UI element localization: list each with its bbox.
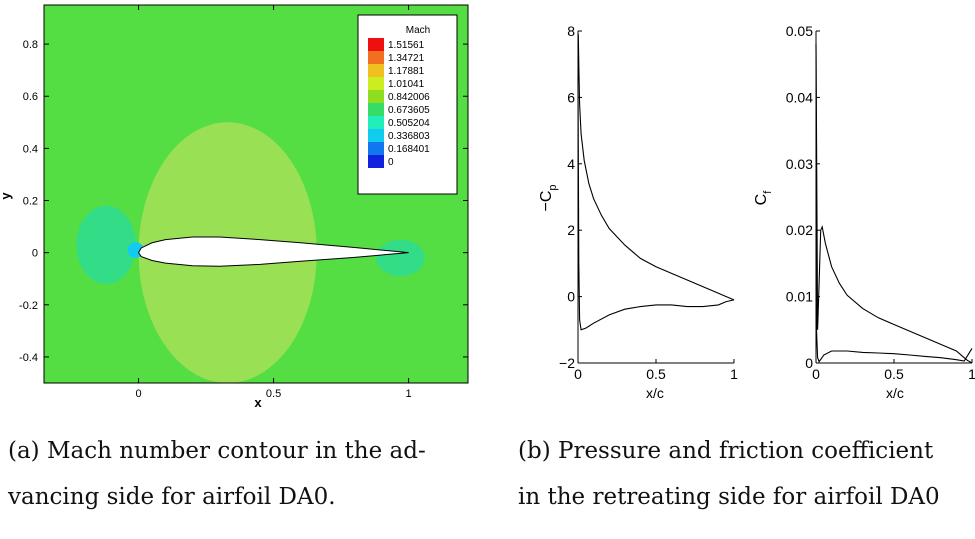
- legend-label: 1.34721: [388, 53, 425, 64]
- cf-y-tick-label: 0.03: [786, 156, 813, 172]
- legend-label: 0: [388, 157, 394, 168]
- mach-y-tick-label: -0.4: [19, 352, 38, 364]
- cp-y-tick-label: 6: [567, 89, 575, 105]
- legend-label: 0.673605: [388, 105, 430, 116]
- legend-swatch: [368, 90, 384, 103]
- mach-plot-frame: [43, 4, 469, 384]
- cf-y-tick-label: 0: [805, 355, 813, 371]
- cf-x-tick-label: 0.5: [884, 366, 904, 382]
- cp-x-tick-label: 0.5: [646, 366, 666, 382]
- legend-swatch: [368, 129, 384, 142]
- mach-y-tick-label: 0: [32, 248, 38, 260]
- cp-y-tick-label: −2: [559, 355, 575, 371]
- legend-swatch: [368, 142, 384, 155]
- mach-y-tick-label: 0.8: [23, 39, 38, 51]
- legend-swatch: [368, 116, 384, 129]
- mach-x-ticks: 0 0.5 1: [135, 5, 412, 400]
- cp-x-axis-label: x/c: [646, 385, 664, 401]
- cp-y-tick-label: 2: [567, 222, 575, 238]
- mach-y-tick-label: 0.2: [23, 196, 38, 208]
- caption-b-line2: in the retreating side for airfoil DA0: [518, 484, 940, 510]
- cp-x-tick-label: 1: [730, 366, 738, 382]
- caption-a: (a) Mach number contour in the ad- vanci…: [8, 428, 426, 520]
- mach-y-tick-label: -0.2: [19, 300, 38, 312]
- mach-y-axis-label: y: [0, 192, 13, 200]
- cp-curves: [577, 34, 735, 331]
- mach-contour-panel: -0.4-0.200.20.40.60.8 00.51 x y Mach 1.5…: [0, 4, 469, 410]
- cp-y-tick-label: 8: [567, 23, 575, 39]
- cf-x-tick-label: 0: [812, 366, 820, 382]
- cf-y-label-sub: f: [762, 190, 774, 194]
- legend-label: 0.842006: [388, 92, 430, 103]
- legend-entries: 1.51561 1.34721 1.17881 1.01041 0.842006 0.67…: [368, 38, 430, 168]
- cp-y-label-main: −C: [538, 191, 555, 212]
- cf-y-axis-label: Cf: [753, 190, 774, 206]
- legend-swatch: [368, 51, 384, 64]
- legend-label: 0.505204: [388, 118, 430, 129]
- mach-x-tick-label: 0: [135, 388, 141, 400]
- cf-y-tick-label: 0.02: [786, 222, 813, 238]
- legend-label: 1.17881: [388, 66, 425, 77]
- cf-y-tick-label: 0.01: [786, 289, 813, 305]
- mach-x-axis-label: x: [254, 395, 262, 410]
- cp-series-2: [577, 80, 735, 331]
- airfoil-shape: [137, 236, 409, 267]
- trailing-edge-low-speed: [376, 239, 425, 277]
- cf-x-axis-label: x/c: [886, 385, 904, 401]
- cp-y-label-sub: p: [547, 184, 559, 190]
- svg-text:Cf: Cf: [753, 190, 774, 206]
- caption-b-line1: (b) Pressure and friction coefficient: [518, 438, 934, 464]
- cf-x-tick-label: 1: [968, 366, 975, 382]
- cf-series-1: [815, 44, 973, 364]
- caption-b: (b) Pressure and friction coefficient in…: [518, 428, 940, 520]
- mach-x-tick-label: 0.5: [266, 388, 281, 400]
- legend-swatch: [368, 77, 384, 90]
- cp-y-axis-label: −Cp: [538, 184, 559, 211]
- cp-y-tick-label: 4: [567, 156, 575, 172]
- cf-curves: [815, 44, 973, 364]
- legend-label: 1.51561: [388, 40, 425, 51]
- legend-label: 0.336803: [388, 131, 430, 142]
- legend-label: 0.168401: [388, 144, 430, 155]
- cf-series-2: [815, 44, 973, 363]
- cp-x-tick-label: 0: [574, 366, 582, 382]
- cf-y-tick-label: 0.05: [786, 23, 813, 39]
- mach-y-tick-label: 0.4: [23, 143, 38, 155]
- legend-swatch: [368, 64, 384, 77]
- cf-chart-panel: 0 0.01 0.02 0.03 0.04 0.05 0 0.5 1 x/c Cf: [753, 23, 975, 401]
- svg-text:−Cp: −Cp: [538, 184, 559, 211]
- legend-label: 1.01041: [388, 79, 425, 90]
- mach-y-tick-label: 0.6: [23, 91, 38, 103]
- mach-x-tick-label: 1: [406, 388, 412, 400]
- caption-a-line2: vancing side for airfoil DA0.: [8, 484, 336, 510]
- mach-y-ticks: -0.4 -0.2 0 0.2 0.4 0.6 0.8: [19, 39, 468, 364]
- legend-title: Mach: [406, 25, 430, 36]
- cp-y-tick-label: 0: [567, 289, 575, 305]
- cf-y-label-main: C: [753, 194, 770, 206]
- legend-swatch: [368, 103, 384, 116]
- legend-swatch: [368, 155, 384, 168]
- leading-edge-low-speed: [76, 205, 136, 284]
- legend-swatch: [368, 38, 384, 51]
- cf-y-tick-label: 0.04: [786, 89, 813, 105]
- cf-axes: 0 0.01 0.02 0.03 0.04 0.05 0 0.5 1: [786, 23, 975, 382]
- mach-legend: Mach 1.51561 1.34721 1.17881 1.01041 0.84200…: [357, 14, 458, 195]
- cp-series-1: [577, 34, 735, 301]
- caption-a-line1: (a) Mach number contour in the ad-: [8, 438, 426, 464]
